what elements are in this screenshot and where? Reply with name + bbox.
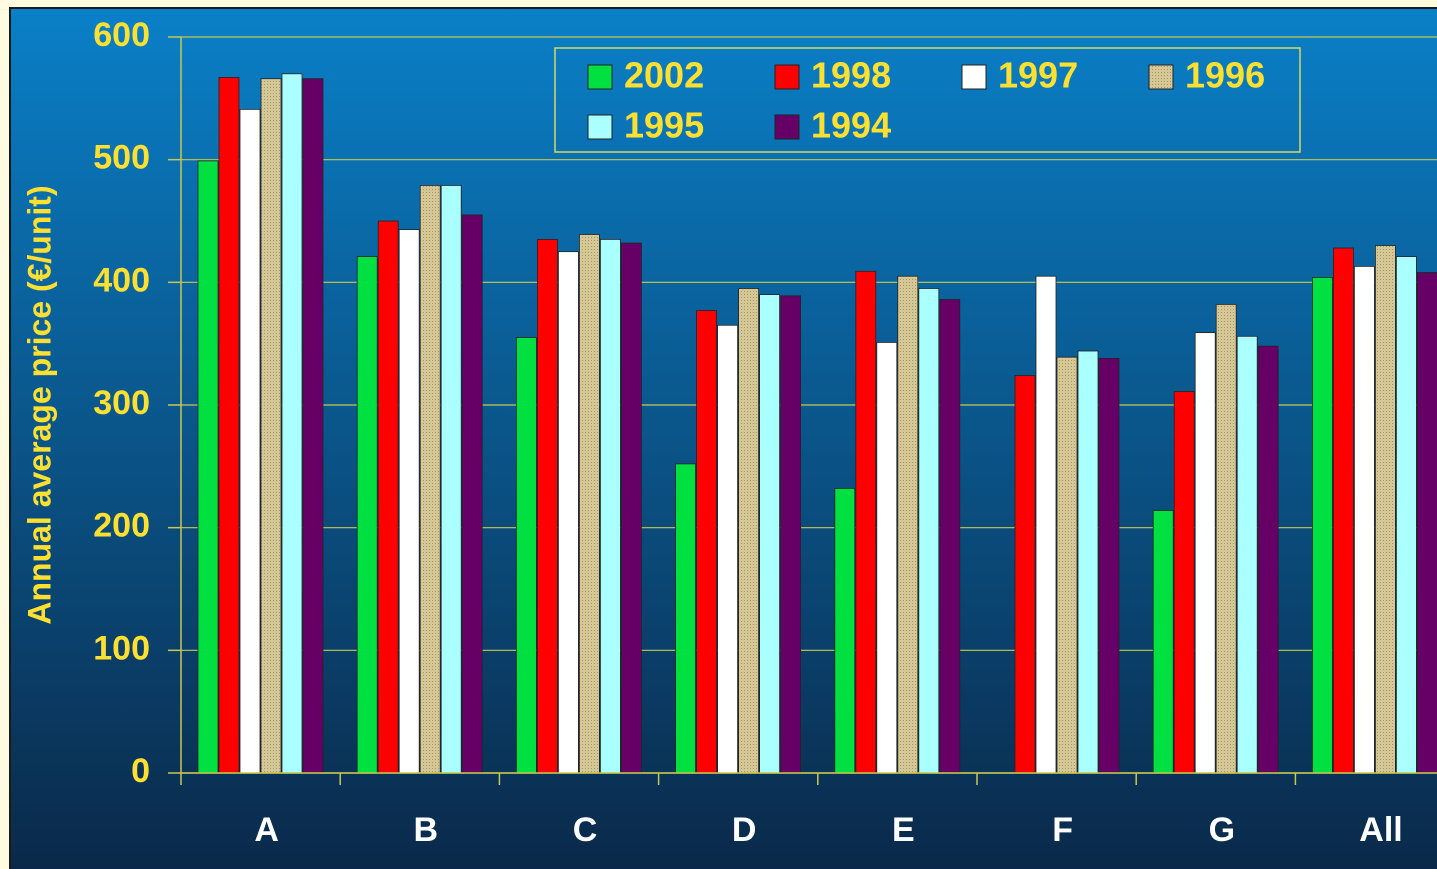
y-tick-label: 200 [93, 507, 150, 545]
bar [1417, 272, 1437, 774]
bar [1077, 350, 1099, 774]
bar [1236, 335, 1258, 774]
legend-swatch [774, 64, 800, 90]
bar [1152, 510, 1174, 774]
bar [1354, 265, 1375, 774]
bar [897, 275, 919, 774]
legend-label: 1995 [624, 105, 704, 146]
x-tick-label: E [892, 811, 915, 849]
bar [440, 185, 462, 774]
y-tick-label: 500 [93, 139, 150, 177]
bar [1194, 332, 1216, 774]
legend-swatch [587, 64, 613, 90]
bar [260, 78, 282, 774]
bar [675, 463, 696, 774]
legend-swatch [774, 114, 800, 140]
legend-label: 1998 [811, 55, 891, 96]
bar [939, 299, 961, 774]
legend-swatch [1148, 64, 1174, 90]
bar [537, 238, 558, 774]
x-tick-label: G [1209, 811, 1235, 849]
bar [717, 324, 738, 774]
bar [1014, 375, 1036, 774]
bar [218, 77, 240, 774]
bar [1098, 357, 1120, 774]
bar [281, 73, 303, 774]
bar [1312, 277, 1333, 774]
bar [855, 270, 877, 774]
bar [738, 288, 759, 774]
legend-label: 1997 [998, 55, 1078, 96]
bar [1396, 256, 1417, 774]
bar [1375, 245, 1396, 774]
bar [1056, 356, 1078, 774]
bar [621, 242, 642, 774]
bar [600, 238, 621, 774]
x-tick-label: A [254, 811, 279, 849]
bar [197, 160, 219, 774]
y-tick-label: 600 [93, 16, 150, 54]
y-tick-label: 300 [93, 384, 150, 422]
bar [834, 488, 856, 774]
x-tick-label: D [732, 811, 757, 849]
bar [1173, 391, 1195, 774]
bar [780, 295, 801, 774]
x-tick-label: F [1052, 811, 1073, 849]
bar [1257, 345, 1279, 774]
y-tick-label: 100 [93, 629, 150, 667]
bar [1035, 275, 1057, 774]
bar [419, 185, 441, 774]
legend-label: 2002 [624, 55, 704, 96]
bar [579, 234, 600, 774]
x-tick-label: B [414, 811, 439, 849]
bar [1215, 304, 1237, 774]
x-tick-label: C [573, 811, 598, 849]
bar [1333, 247, 1354, 774]
bar [759, 294, 780, 774]
legend-swatch [961, 64, 987, 90]
bar [398, 229, 420, 774]
bar [377, 220, 399, 774]
legend-label: 1994 [811, 105, 891, 146]
legend-box [554, 47, 1301, 153]
y-axis-label: Annual average price (€/unit) [21, 185, 57, 624]
bar [696, 310, 717, 774]
y-tick-label: 0 [131, 752, 150, 790]
legend-swatch [587, 114, 613, 140]
bar [558, 251, 579, 774]
bar [918, 288, 940, 774]
legend-label: 1996 [1185, 55, 1265, 96]
y-tick-label: 400 [93, 261, 150, 299]
bar [239, 108, 261, 774]
bar [356, 256, 378, 774]
bar [516, 337, 537, 774]
x-tick-label: All [1359, 811, 1402, 849]
bar [302, 78, 324, 774]
bar [876, 342, 898, 774]
bar [461, 214, 483, 774]
